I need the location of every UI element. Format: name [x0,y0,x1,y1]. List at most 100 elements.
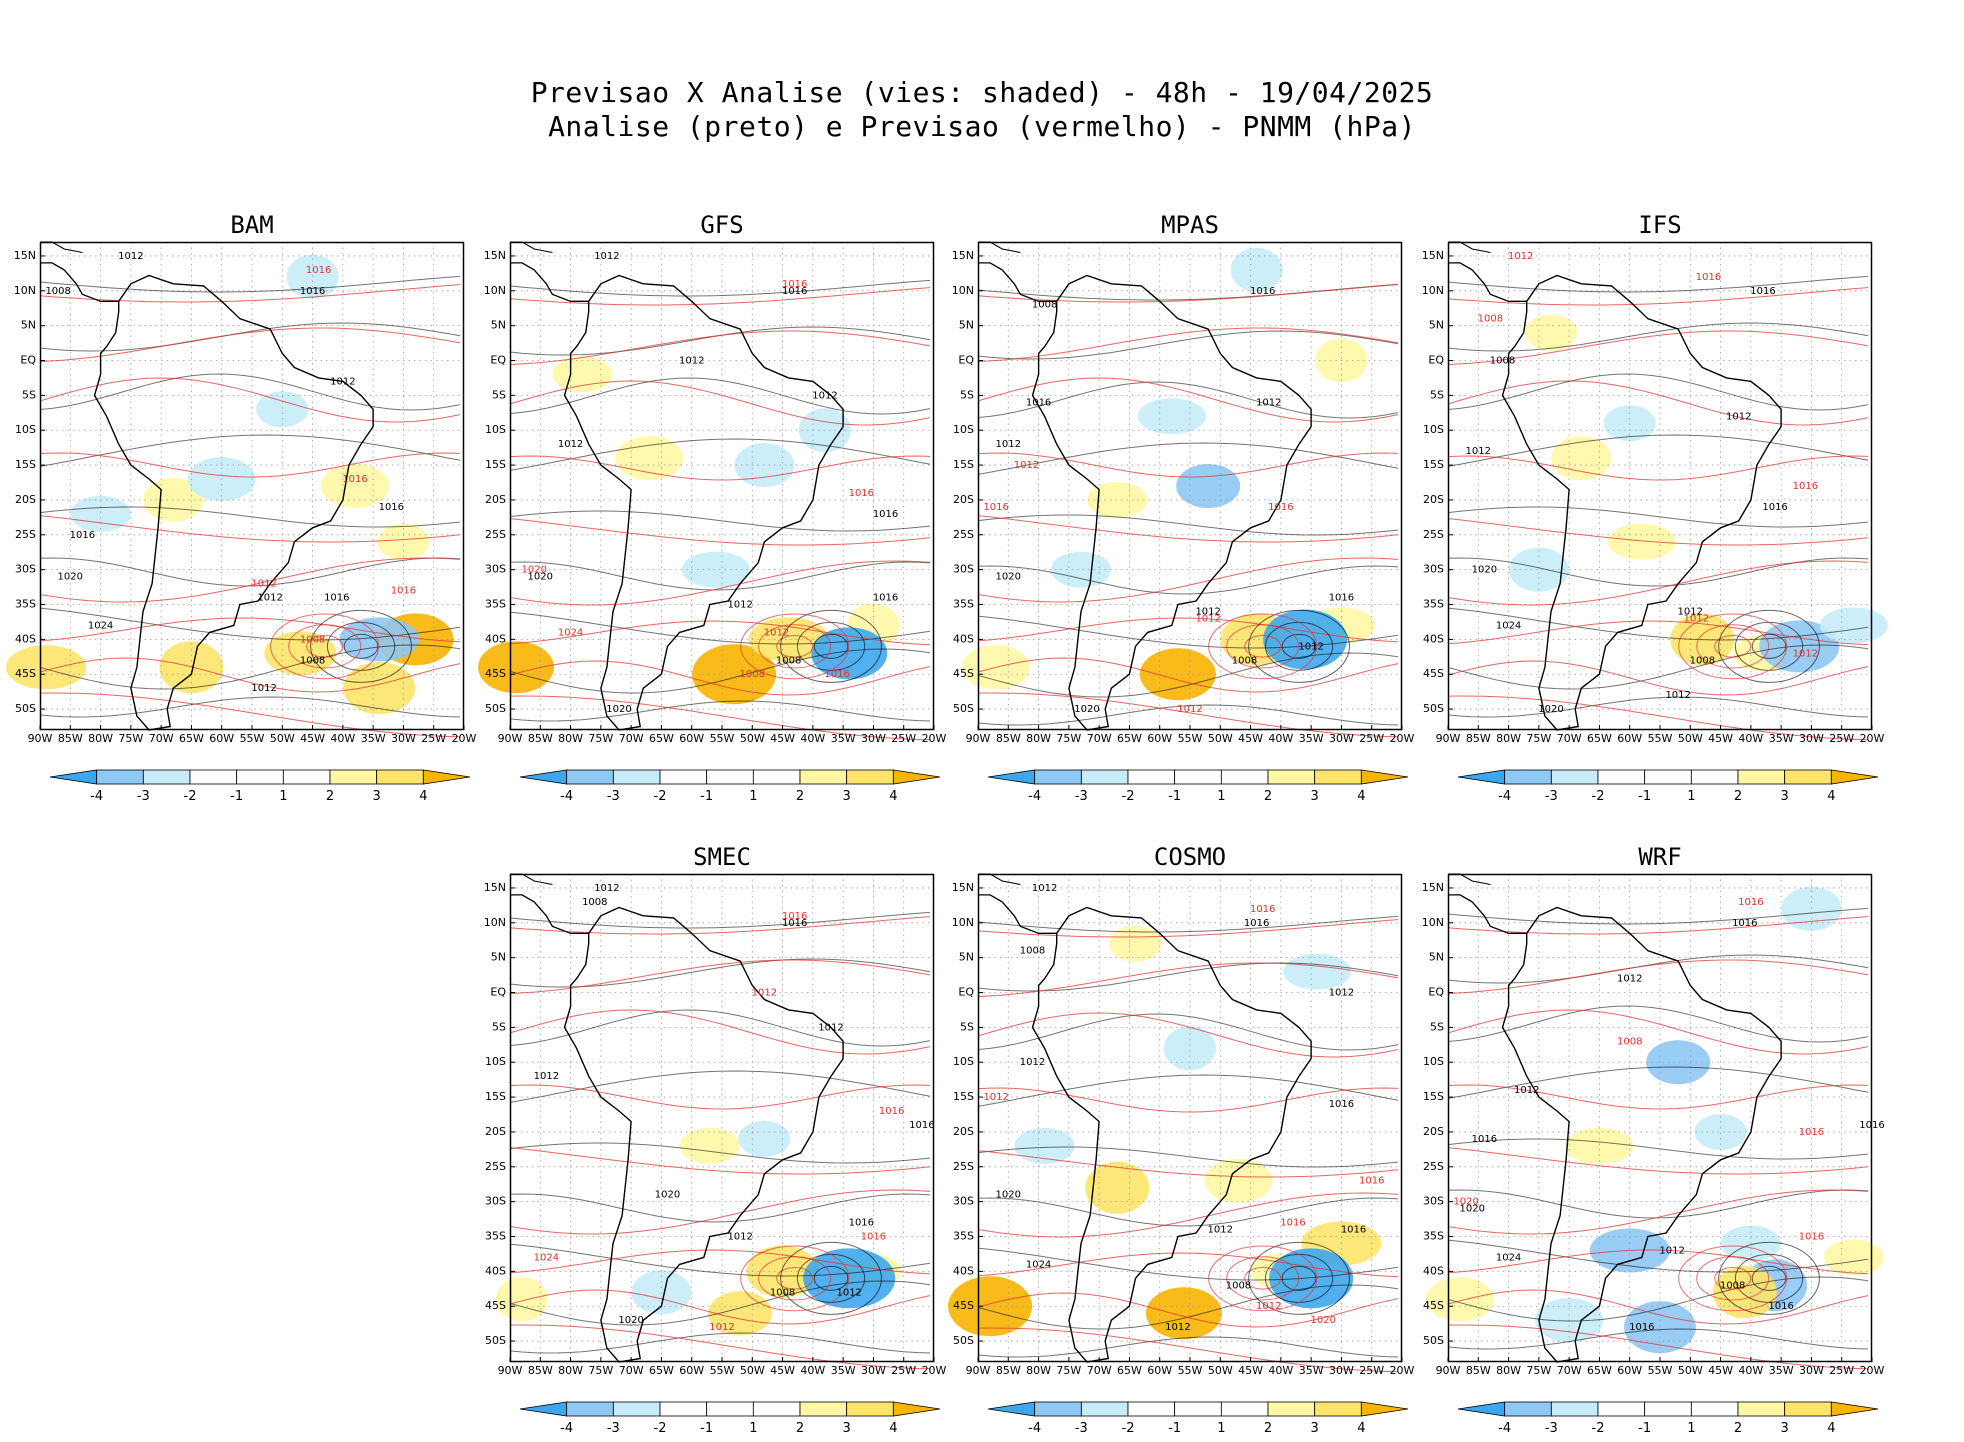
forecast-contour-label: 1024 [558,627,583,638]
colorbar-segment [846,769,894,785]
x-tick-label: 85W [528,732,553,745]
analysis-isobar [977,1336,1399,1358]
colorbar-label: 1 [279,789,287,804]
analysis-isobar [509,279,931,297]
x-tick-label: 30W [861,1364,886,1377]
y-tick-label: 45S [15,667,36,680]
y-tick-label: 30S [953,1195,974,1208]
colorbar-label: -3 [1545,789,1558,804]
bias-area [692,644,777,705]
forecast-contour-label: 1016 [342,474,367,485]
colorbar-cap-low [987,769,1036,785]
colorbar-label: 1 [1217,1421,1225,1436]
x-tick-label: 35W [361,732,386,745]
analysis-contour-label: 1016 [1762,502,1787,513]
forecast-isobar [1447,1189,1869,1235]
analysis-contour-label: 1016 [1629,1322,1654,1333]
central-america-coastline [1448,262,1527,302]
forecast-contour-label: 1020 [1453,1197,1478,1208]
analysis-contour-label: 1020 [655,1190,680,1201]
colorbar-segment [1034,1401,1082,1417]
forecast-low-contour [758,1256,832,1301]
analysis-contour-label: 1016 [1329,1099,1354,1110]
forecast-contour-label: 1016 [1793,481,1818,492]
x-tick-label: 45W [300,732,325,745]
colorbar-label: -1 [700,1421,713,1436]
analysis-contour-label: 1012 [1298,641,1323,652]
forecast-isobar [1447,1084,1869,1110]
y-tick-label: 10S [15,423,36,436]
colorbar-segment [1127,769,1176,785]
analysis-contour-label: 1012 [1032,883,1057,894]
y-tick-label: EQ [958,354,974,367]
forecast-isobar [39,377,461,423]
analysis-contour-label: 1012 [1165,1322,1190,1333]
analysis-isobar [977,615,1399,649]
analysis-contour-label: 1016 [379,502,404,513]
x-tick-label: 70W [1557,732,1582,745]
y-tick-label: 10S [1423,423,1444,436]
x-tick-label: 30W [1329,1364,1354,1377]
panel-title: IFS [1638,211,1682,239]
x-tick-label: 85W [996,732,1021,745]
y-tick-label: 50S [953,702,974,715]
forecast-contour-label: 1012 [1195,613,1220,624]
y-tick-label: 25S [953,1160,974,1173]
analysis-contour-label: 1012 [251,683,276,694]
x-tick-label: 45W [1708,732,1733,745]
x-tick-label: 65W [1117,732,1142,745]
x-tick-label: 40W [800,732,825,745]
analysis-isobar [977,1247,1399,1281]
x-tick-label: 50W [270,732,295,745]
colorbar-segment [1080,1401,1129,1417]
y-tick-label: 25S [953,528,974,541]
x-tick-label: 40W [1268,732,1293,745]
x-tick-label: 55W [1648,732,1673,745]
forecast-low-contour [1226,624,1300,669]
y-tick-label: 5N [959,319,974,332]
x-tick-label: 30W [1799,732,1824,745]
bias-area [320,464,389,508]
y-tick-label: 10S [1423,1055,1444,1068]
x-tick-label: 70W [1557,1364,1582,1377]
analysis-contour-label: 1020 [996,1190,1021,1201]
colorbar-cap-high [1360,1401,1409,1417]
forecast-contour-label: 1016 [1738,897,1763,908]
x-tick-label: 65W [649,732,674,745]
y-tick-label: 10S [485,423,506,436]
bias-area [1204,1158,1273,1203]
analysis-isobar [509,377,931,415]
analysis-isobar [1447,434,1869,467]
y-tick-label: EQ [1428,986,1444,999]
forecast-isobar [509,1147,931,1175]
analysis-low-contour [780,1241,882,1315]
y-tick-label: 15N [1422,249,1444,262]
forecast-isobar [509,959,931,995]
analysis-contour-label: 1016 [873,509,898,520]
y-tick-label: 50S [953,1334,974,1347]
forecast-low-contour [1678,613,1788,680]
panel-title: COSMO [1153,843,1227,871]
colorbar-segment [1174,769,1222,785]
forecast-isobar [509,660,931,696]
bias-area [552,356,613,393]
colorbar-label: -4 [560,1421,573,1436]
map-plot: 1012 1016 1008 1012 1016 1016 1020 1024 1012 1016… [6,241,477,745]
bias-area [1624,1301,1696,1354]
colorbar-label: -2 [1122,1421,1135,1436]
colorbar-cap-high [892,1401,941,1417]
analysis-contour-label: 1012 [1659,1245,1684,1256]
y-tick-label: 20S [953,493,974,506]
y-tick-label: 20S [485,1125,506,1138]
bias-area [1603,405,1656,442]
analysis-isobar [1447,1328,1869,1350]
colorbar-segment [706,1401,754,1417]
x-tick-label: 55W [710,1364,735,1377]
y-tick-label: 5N [1429,319,1444,332]
y-tick-label: 15S [1423,458,1444,471]
analysis-isobar [509,1280,931,1326]
bias-area [6,645,87,690]
bias-area [1014,1127,1075,1164]
x-tick-label: 60W [679,732,704,745]
x-tick-label: 85W [1466,732,1491,745]
